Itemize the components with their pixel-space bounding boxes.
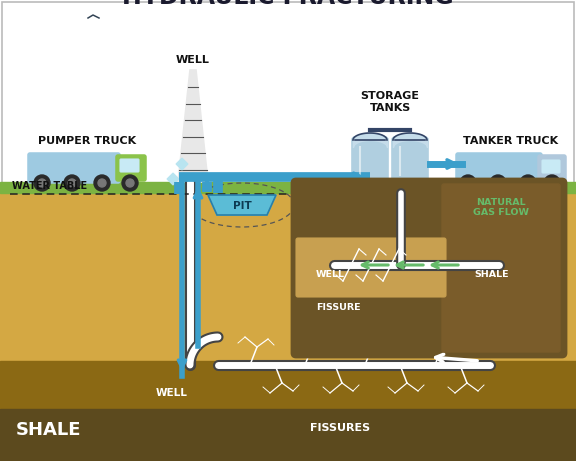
Circle shape <box>39 32 62 54</box>
Circle shape <box>460 175 476 191</box>
Circle shape <box>38 179 46 187</box>
Circle shape <box>21 53 39 70</box>
FancyBboxPatch shape <box>538 155 566 181</box>
Circle shape <box>94 175 110 191</box>
Circle shape <box>548 179 556 187</box>
Circle shape <box>98 179 106 187</box>
Polygon shape <box>167 173 179 185</box>
Circle shape <box>5 48 24 68</box>
Circle shape <box>65 32 88 54</box>
FancyBboxPatch shape <box>352 137 388 185</box>
FancyBboxPatch shape <box>116 155 146 181</box>
Circle shape <box>490 175 506 191</box>
Circle shape <box>79 28 100 49</box>
Circle shape <box>59 36 79 57</box>
Circle shape <box>494 179 502 187</box>
Circle shape <box>122 175 138 191</box>
FancyBboxPatch shape <box>28 153 120 183</box>
FancyBboxPatch shape <box>292 179 566 357</box>
Circle shape <box>12 41 37 66</box>
FancyBboxPatch shape <box>456 153 542 183</box>
Text: NATURAL
GAS FLOW: NATURAL GAS FLOW <box>473 198 529 218</box>
FancyBboxPatch shape <box>542 160 560 173</box>
Circle shape <box>126 179 134 187</box>
FancyBboxPatch shape <box>392 137 428 185</box>
Bar <box>0 409 576 461</box>
Bar <box>0 361 576 461</box>
Text: FISSURES: FISSURES <box>310 423 370 433</box>
Text: FISSURE: FISSURE <box>316 303 361 312</box>
Circle shape <box>464 179 472 187</box>
Text: SHALE: SHALE <box>16 421 81 439</box>
Text: TANKER TRUCK: TANKER TRUCK <box>464 136 559 146</box>
Circle shape <box>520 175 536 191</box>
Polygon shape <box>176 158 188 170</box>
FancyBboxPatch shape <box>442 184 560 352</box>
Text: WELL: WELL <box>156 388 188 398</box>
Polygon shape <box>208 195 276 215</box>
Text: HYDRAULIC FRACTURING: HYDRAULIC FRACTURING <box>122 0 454 9</box>
Bar <box>343 182 428 189</box>
Bar <box>0 182 576 193</box>
Circle shape <box>27 48 46 68</box>
Text: WELL: WELL <box>316 270 345 279</box>
Circle shape <box>39 45 56 63</box>
Text: WELL: WELL <box>176 55 210 65</box>
Circle shape <box>68 179 76 187</box>
Circle shape <box>64 175 80 191</box>
Text: STORAGE
TANKS: STORAGE TANKS <box>361 91 419 113</box>
Text: SHALE: SHALE <box>474 270 509 279</box>
Text: WATER TABLE: WATER TABLE <box>12 181 87 191</box>
Polygon shape <box>178 70 208 182</box>
Circle shape <box>47 22 78 53</box>
Bar <box>0 193 576 461</box>
Text: PIT: PIT <box>233 201 251 211</box>
Circle shape <box>524 179 532 187</box>
FancyBboxPatch shape <box>296 238 446 297</box>
Text: PUMPER TRUCK: PUMPER TRUCK <box>38 136 136 146</box>
Circle shape <box>544 175 560 191</box>
Circle shape <box>34 175 50 191</box>
FancyBboxPatch shape <box>120 159 139 172</box>
